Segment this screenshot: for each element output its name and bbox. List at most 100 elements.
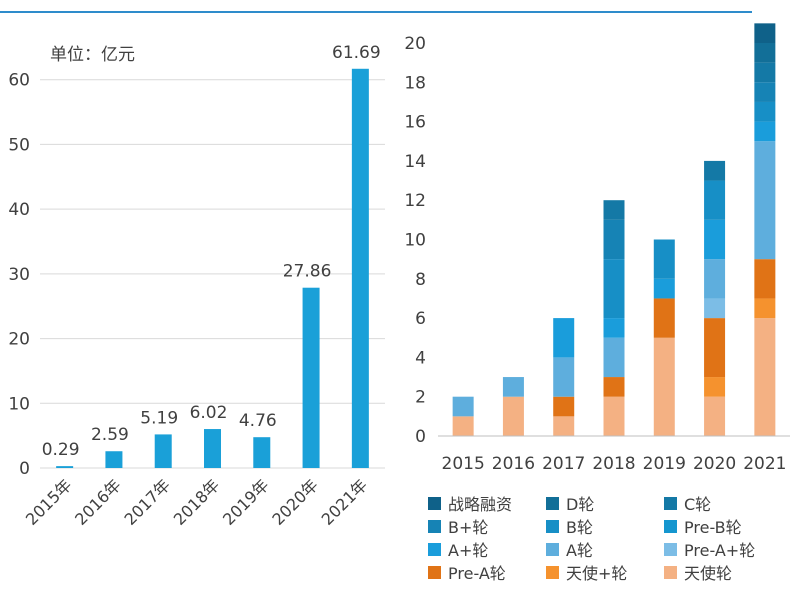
stack-segment [603, 377, 625, 397]
bar [204, 429, 221, 468]
stack-segment [704, 396, 726, 436]
stack-segment [603, 318, 625, 338]
stack-segment [553, 357, 575, 397]
bar [154, 434, 172, 468]
stack-segment [704, 219, 726, 260]
header-rule [0, 11, 752, 13]
legend-label: B+轮 [448, 518, 489, 537]
legend-label: A+轮 [448, 541, 489, 560]
stack-segment [553, 416, 575, 436]
legend-item: 天使+轮 [546, 561, 627, 583]
x-tick-label: 2017年 [120, 475, 174, 529]
legend-swatch [664, 519, 677, 533]
bar [302, 287, 320, 468]
legend-label: C轮 [684, 495, 712, 514]
legend-label: B轮 [566, 518, 593, 537]
legend-item: B轮 [546, 515, 593, 537]
legend-swatch [546, 496, 559, 510]
data-label: 5.19 [140, 408, 178, 428]
legend-item: A+轮 [428, 538, 488, 560]
legend-swatch [546, 565, 559, 579]
y-tick-label: 6 [415, 309, 426, 329]
stack-segment [704, 298, 726, 319]
x-tick-label: 2017 [542, 454, 585, 474]
stack-segment [754, 23, 776, 43]
stack-segment [653, 278, 675, 299]
y-tick-label: 16 [404, 113, 426, 133]
legend-label: D轮 [566, 495, 595, 514]
y-tick-label: 14 [404, 152, 426, 172]
legend-item: 战略融资 [428, 492, 512, 514]
legend-item: Pre-B轮 [664, 515, 742, 537]
stack-segment [653, 239, 675, 279]
stack-segment [754, 298, 776, 319]
stack-segment [704, 259, 726, 299]
legend-label: 天使+轮 [566, 564, 628, 583]
stack-segment [754, 43, 776, 63]
legend-swatch [664, 565, 677, 579]
bar [105, 451, 123, 468]
stack-segment [603, 259, 625, 319]
bar [56, 466, 74, 468]
stack-segment [452, 396, 474, 417]
data-label: 4.76 [239, 411, 277, 431]
stack-segment [603, 396, 625, 436]
y-tick-label: 10 [8, 394, 30, 414]
bar [253, 437, 271, 468]
stack-segment [603, 219, 625, 260]
stack-segment [754, 101, 776, 122]
legend-swatch [428, 542, 441, 556]
stack-segment [704, 160, 726, 181]
stack-segment [553, 396, 575, 417]
legend-swatch [546, 542, 559, 556]
x-tick-label: 2020 [693, 454, 736, 474]
y-tick-label: 18 [404, 73, 426, 93]
y-tick-label: 30 [8, 265, 30, 285]
legend-item: 天使轮 [664, 561, 732, 583]
stack-segment [704, 377, 726, 397]
legend-item: D轮 [546, 492, 594, 514]
legend-label: Pre-B轮 [684, 518, 742, 537]
y-tick-label: 50 [8, 135, 30, 155]
legend-item: C轮 [664, 492, 711, 514]
y-tick-label: 20 [404, 34, 426, 54]
stack-segment [704, 318, 726, 378]
stack-segment [754, 141, 776, 260]
stack-segment [603, 200, 625, 220]
stack-segment [502, 396, 524, 436]
x-tick-label: 2020年 [268, 475, 322, 529]
x-tick-label: 2016年 [71, 475, 125, 529]
data-label: 6.02 [190, 403, 228, 423]
data-label: 2.59 [91, 425, 129, 445]
y-tick-label: 12 [404, 191, 426, 211]
x-tick-label: 2015年 [22, 475, 76, 529]
stack-segment [653, 298, 675, 338]
unit-annotation: 单位：亿元 [50, 45, 135, 65]
legend-label: A轮 [566, 541, 593, 560]
y-tick-label: 20 [8, 330, 30, 350]
stack-segment [754, 62, 776, 83]
legend-swatch [546, 519, 559, 533]
x-tick-label: 2018年 [170, 475, 224, 529]
y-tick-label: 0 [19, 459, 30, 479]
legend-item: B+轮 [428, 515, 488, 537]
y-tick-label: 2 [415, 388, 426, 408]
y-tick-label: 0 [415, 427, 426, 447]
stack-segment [452, 416, 474, 436]
investment-amount-chart: 0 10 20 30 40 50 60 0.29 2015年 2.59 2016年 5.19 2017年… [8, 43, 385, 529]
stack-segment [653, 337, 675, 436]
stack-segment [754, 259, 776, 299]
legend-swatch [664, 496, 677, 510]
x-tick-label: 2021年 [318, 475, 372, 529]
y-tick-label: 8 [415, 270, 426, 290]
data-label: 0.29 [42, 440, 80, 460]
x-tick-label: 2016 [492, 454, 535, 474]
bar [351, 68, 369, 468]
legend-swatch [664, 542, 677, 556]
stack-segment [553, 318, 575, 358]
legend-swatch [428, 565, 441, 579]
legend-label: 战略融资 [448, 495, 513, 514]
legend-item: A轮 [546, 538, 593, 560]
y-tick-label: 4 [415, 348, 426, 368]
